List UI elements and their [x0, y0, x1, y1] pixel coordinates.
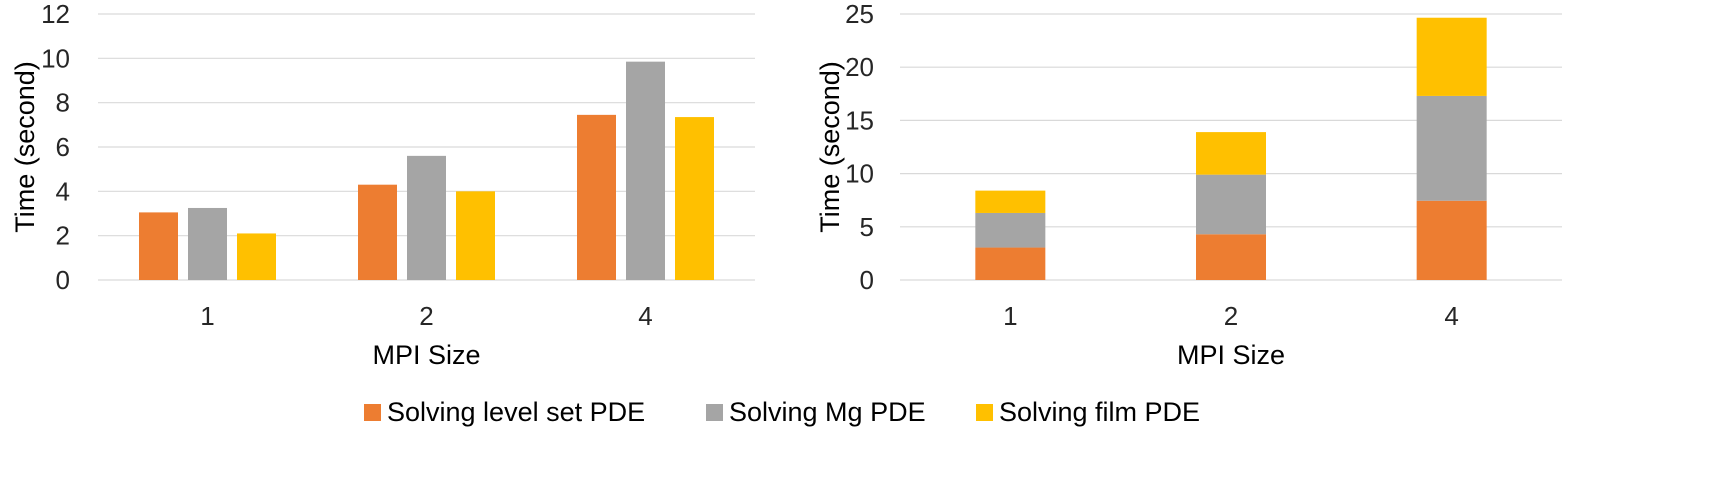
bar-segment — [1416, 95, 1487, 201]
y-tick-label: 20 — [845, 52, 874, 82]
bar-segment — [975, 247, 1046, 280]
x-axis-title: MPI Size — [1177, 340, 1285, 370]
legend-swatch — [706, 404, 723, 421]
bar-segment — [1416, 17, 1487, 96]
y-tick-label: 0 — [56, 265, 70, 295]
y-tick-label: 15 — [845, 105, 874, 135]
bar-segment — [1416, 200, 1487, 280]
x-tick-label: 4 — [1444, 301, 1458, 331]
bar — [139, 212, 178, 280]
stacked-bar-chart: 0 5 10 15 20 25 1 2 4 Time (second) MPI Size — [815, 0, 1562, 370]
bar-segment — [975, 190, 1046, 213]
y-tick-label: 12 — [41, 0, 70, 29]
x-tick-label: 1 — [200, 301, 214, 331]
y-tick-label: 10 — [845, 159, 874, 189]
y-tick-label: 2 — [56, 221, 70, 251]
legend: Solving level set PDE Solving Mg PDE Solvi… — [364, 397, 1200, 427]
legend-label: Solving film PDE — [999, 397, 1200, 427]
legend-swatch — [976, 404, 993, 421]
x-tick-label: 2 — [1224, 301, 1238, 331]
y-tick-label: 0 — [860, 265, 874, 295]
bar — [675, 117, 714, 280]
x-tick-label: 4 — [638, 301, 652, 331]
legend-swatch — [364, 404, 381, 421]
bar-segment — [975, 212, 1046, 248]
bar — [358, 184, 397, 280]
legend-label: Solving level set PDE — [387, 397, 645, 427]
y-tick-label: 8 — [56, 88, 70, 118]
bar — [188, 207, 227, 280]
bar — [626, 61, 665, 281]
bar-segment — [1196, 234, 1266, 280]
bar-segment — [1196, 174, 1266, 235]
y-tick-label: 10 — [41, 43, 70, 73]
y-axis-title: Time (second) — [815, 61, 845, 233]
y-tick-label: 5 — [860, 212, 874, 242]
y-tick-label: 6 — [56, 132, 70, 162]
bar — [577, 114, 616, 280]
x-tick-label: 2 — [419, 301, 433, 331]
bar-segment — [1196, 132, 1266, 175]
x-axis-title: MPI Size — [372, 340, 480, 370]
bar — [456, 191, 495, 280]
y-tick-label: 25 — [845, 0, 874, 29]
y-tick-label: 4 — [56, 176, 70, 206]
y-axis-title: Time (second) — [10, 61, 40, 233]
bar — [237, 233, 276, 280]
bar — [407, 155, 446, 280]
x-tick-label: 1 — [1003, 301, 1017, 331]
legend-label: Solving Mg PDE — [729, 397, 926, 427]
